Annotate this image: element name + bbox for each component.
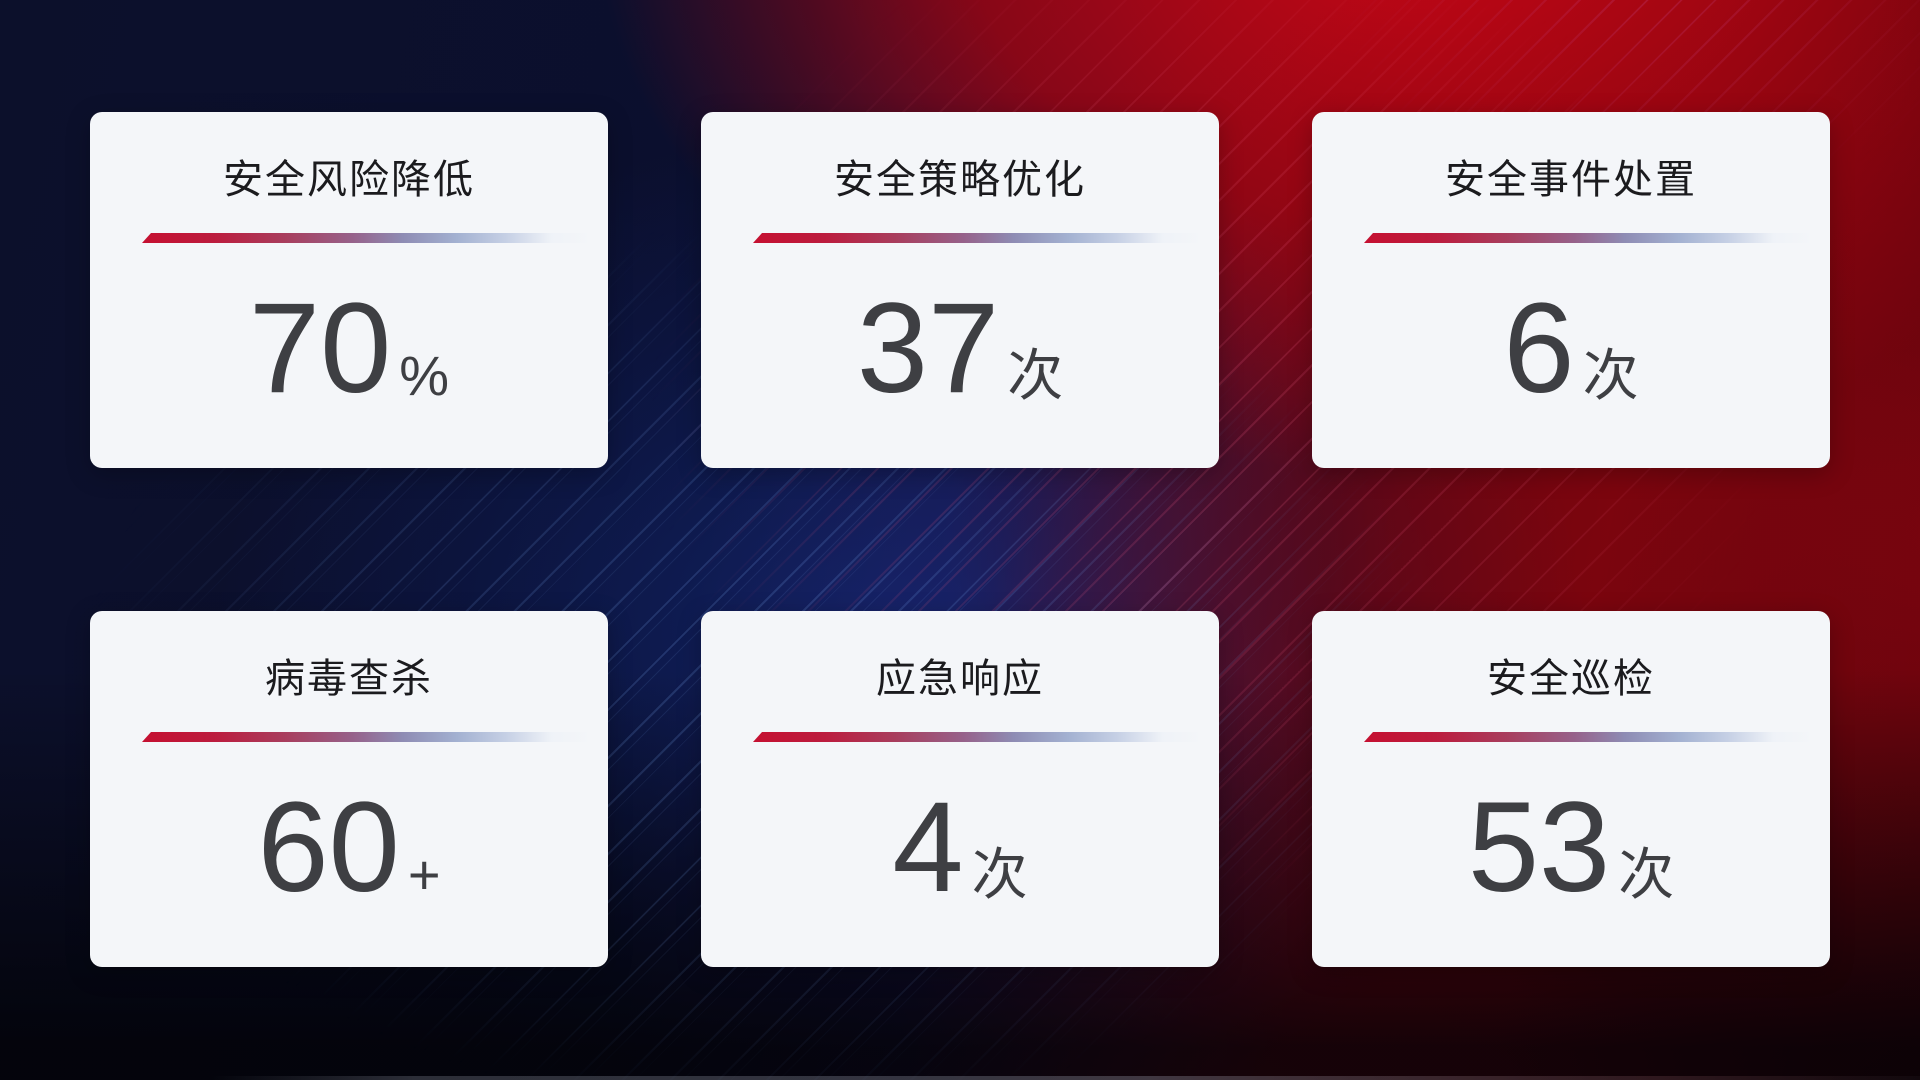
stat-card-policy-optimization: 安全策略优化 37 次 — [701, 112, 1219, 468]
stat-value: 4 — [892, 775, 964, 919]
card-title: 应急响应 — [876, 657, 1044, 701]
value-area: 53 次 — [1312, 742, 1830, 967]
card-title: 安全风险降低 — [223, 158, 475, 202]
value-group: 37 次 — [856, 276, 1064, 420]
stat-unit: 次 — [1618, 842, 1675, 906]
gradient-divider — [142, 732, 592, 742]
value-group: 6 次 — [1503, 276, 1639, 420]
stat-unit: 次 — [1582, 343, 1639, 407]
stat-unit: 次 — [1007, 343, 1064, 407]
stat-value: 60 — [257, 775, 400, 919]
card-title: 安全巡检 — [1487, 657, 1655, 701]
value-group: 4 次 — [892, 775, 1028, 919]
value-area: 60 + — [90, 742, 608, 967]
card-title: 安全策略优化 — [834, 158, 1086, 202]
stat-card-incident-handling: 安全事件处置 6 次 — [1312, 112, 1830, 468]
stat-card-risk-reduction: 安全风险降低 70 % — [90, 112, 608, 468]
bottom-edge-strip — [210, 1076, 1920, 1080]
gradient-divider — [753, 732, 1203, 742]
gradient-divider — [142, 233, 592, 243]
stat-card-emergency-response: 应急响应 4 次 — [701, 611, 1219, 967]
value-area: 6 次 — [1312, 243, 1830, 468]
card-title: 病毒查杀 — [265, 657, 433, 701]
stat-unit: 次 — [971, 842, 1028, 906]
value-area: 37 次 — [701, 243, 1219, 468]
gradient-divider — [1364, 233, 1814, 243]
value-group: 53 次 — [1467, 775, 1675, 919]
value-area: 4 次 — [701, 742, 1219, 967]
stats-grid: 安全风险降低 70 % 安全策略优化 37 次 安全事件处置 6 次 — [90, 112, 1830, 967]
gradient-divider — [753, 233, 1203, 243]
card-title: 安全事件处置 — [1445, 158, 1697, 202]
stat-unit: + — [407, 842, 441, 906]
stat-value: 53 — [1467, 775, 1611, 919]
value-group: 70 % — [248, 276, 450, 420]
value-group: 60 + — [257, 775, 441, 919]
gradient-divider — [1364, 732, 1814, 742]
stat-value: 37 — [856, 276, 1000, 420]
stat-unit: % — [399, 343, 450, 407]
stat-card-security-inspection: 安全巡检 53 次 — [1312, 611, 1830, 967]
stat-card-virus-scan: 病毒查杀 60 + — [90, 611, 608, 967]
stat-value: 6 — [1503, 276, 1575, 420]
stat-value: 70 — [248, 276, 392, 420]
value-area: 70 % — [90, 243, 608, 468]
